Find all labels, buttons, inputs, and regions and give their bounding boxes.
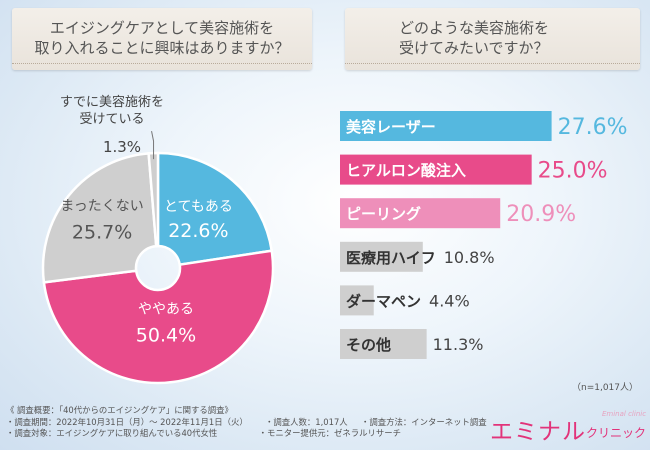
right-question-text: どのような美容施術を 受けてみたいですか？ — [399, 19, 550, 57]
bar-label-5: その他 — [346, 336, 391, 354]
bar-value-3: 10.8% — [444, 248, 495, 267]
bar-value-0: 27.6% — [558, 115, 628, 140]
pie-label-1: ややある — [138, 301, 194, 317]
pie-slice-3 — [147, 151, 160, 248]
survey-summary: 《 調査概要：「40代からのエイジングケア」に関する調査》 — [6, 405, 233, 415]
survey-provider: ・モニター提供元：ゼネラルリサーチ — [258, 428, 401, 438]
bar-1 — [340, 154, 532, 185]
pie-label-3-line-1: 受けている — [79, 112, 144, 127]
bar-0 — [340, 111, 552, 141]
survey-method: ・調査方法：インターネット調査 — [361, 416, 487, 427]
bar-value-5: 11.3% — [433, 335, 484, 354]
pie-chart: とてもある 22.6% ややある 50.4% まったくない 25.7% すでに美容施術を受け… — [41, 94, 275, 385]
bar-4 — [340, 285, 374, 316]
bar-chart: 美容レーザー 27.6% ヒアルロン酸注入 25.0% ピーリング 20.9% 医療用ハイフ… — [340, 111, 627, 359]
eminal-clinic-logo: エミナル Eminal clinic クリニック — [490, 410, 650, 445]
bar-label-4: ダーマペン — [346, 292, 421, 310]
bar-label-1: ヒアルロン酸注入 — [346, 162, 466, 180]
pie-value-0: 22.6% — [168, 220, 228, 242]
sample-size-note: （n=1,017人） — [571, 383, 638, 393]
survey-footer: 《 調査概要：「40代からのエイジングケア」に関する調査》 ・調査期間：2022… — [6, 405, 487, 440]
pie-value-2: 25.7% — [72, 222, 132, 244]
bar-label-0: 美容レーザー — [346, 118, 436, 136]
bar-value-2: 20.9% — [506, 202, 576, 227]
pie-label-3-line-0: すでに美容施術を — [60, 94, 164, 110]
bar-3 — [340, 241, 423, 272]
pie-callout-line — [151, 130, 155, 160]
left-question-text: エイジングケアとして美容施術を 取り入れることに興味はありますか？ — [34, 19, 290, 57]
logo-main-text: エミナル — [490, 419, 586, 445]
bar-5 — [340, 329, 427, 359]
pie-value-3: 1.3% — [103, 138, 141, 156]
bar-value-1: 25.0% — [538, 159, 608, 184]
pie-slice-1 — [42, 249, 275, 385]
bar-value-4: 4.4% — [429, 291, 470, 310]
bar-label-3: 医療用ハイフ — [346, 249, 436, 267]
pie-slice-2 — [41, 152, 158, 284]
right-question-header: どのような美容施術を 受けてみたいですか？ — [345, 8, 640, 70]
logo-tiny-text: Eminal clinic — [602, 410, 647, 418]
logo-sub-text: クリニック — [586, 426, 647, 440]
pie-value-1: 50.4% — [136, 324, 196, 346]
survey-target: ・調査対象：エイジングケアに取り組んでいる40代女性 — [6, 428, 218, 438]
pie-slice-0 — [156, 151, 274, 267]
bar-label-2: ピーリング — [346, 205, 421, 223]
left-question-header: エイジングケアとして美容施術を 取り入れることに興味はありますか？ — [12, 8, 312, 70]
survey-period: ・調査期間：2022年10月31日（月）～ 2022年11月1日（火） — [6, 416, 248, 427]
survey-count: ・調査人数：1,017人 — [265, 416, 348, 427]
pie-label-2: まったくない — [60, 199, 143, 215]
pie-label-0: とてもある — [164, 199, 233, 215]
bar-2 — [340, 198, 501, 229]
